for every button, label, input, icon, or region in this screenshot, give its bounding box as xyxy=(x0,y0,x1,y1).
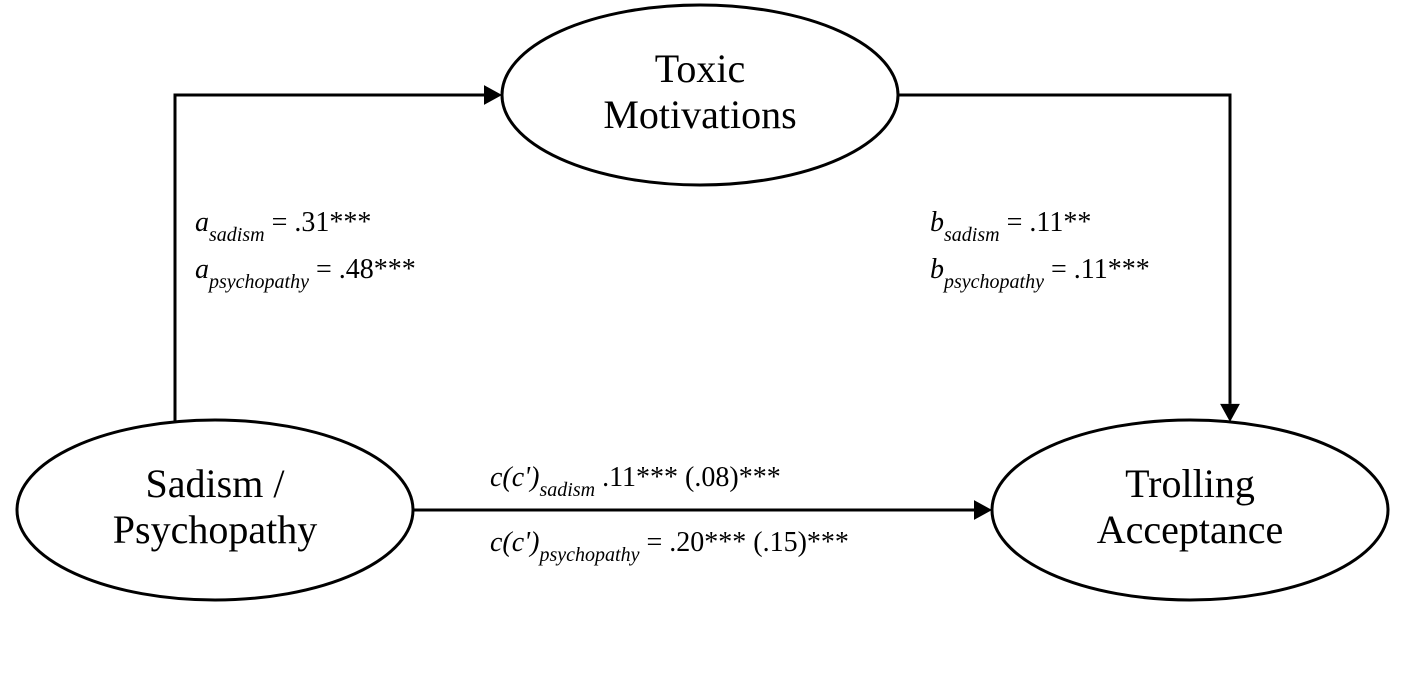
label-c-psychopathy: c(c')psychopathy = .20*** (.15)*** xyxy=(490,527,849,565)
edge-a-arrow xyxy=(484,85,502,105)
node-predictor-label-2: Psychopathy xyxy=(113,507,317,552)
node-predictor-label-1: Sadism / xyxy=(146,461,286,506)
node-mediator-label-1: Toxic xyxy=(655,46,746,91)
label-c-sadism: c(c')sadism .11*** (.08)*** xyxy=(490,462,781,500)
edge-c-arrow xyxy=(974,500,992,520)
edge-b-arrow xyxy=(1220,404,1240,422)
label-b-psychopathy: bpsychopathy = .11*** xyxy=(930,254,1150,292)
label-a-psychopathy: apsychopathy = .48*** xyxy=(195,254,416,292)
node-outcome-label-1: Trolling xyxy=(1125,461,1255,506)
label-b-sadism: bsadism = .11** xyxy=(930,207,1091,245)
edge-b xyxy=(898,95,1230,404)
node-mediator-label-2: Motivations xyxy=(603,92,796,137)
label-a-sadism: asadism = .31*** xyxy=(195,207,371,245)
node-outcome-label-2: Acceptance xyxy=(1097,507,1284,552)
